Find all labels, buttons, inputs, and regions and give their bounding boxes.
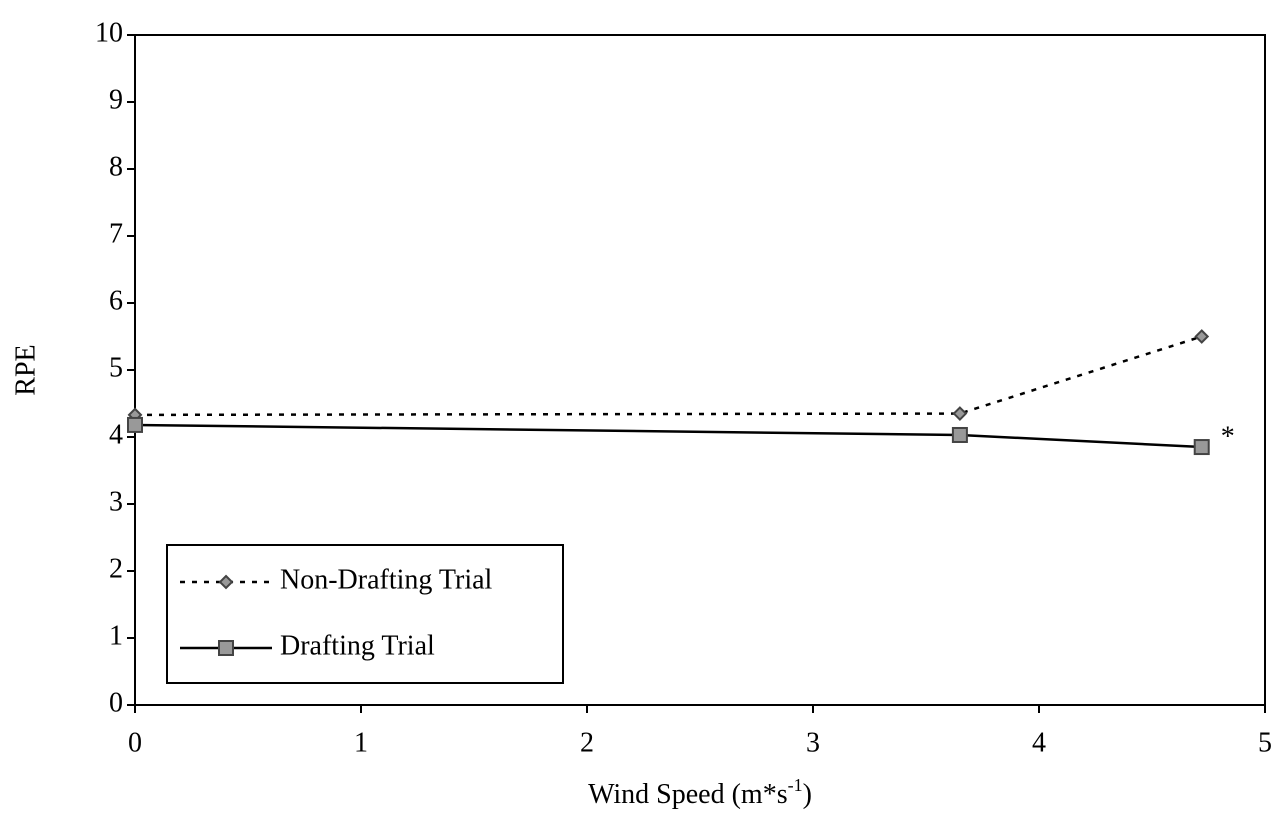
y-tick-label: 2 bbox=[109, 553, 123, 584]
series-line bbox=[134, 423, 1202, 449]
y-tick-label: 0 bbox=[109, 687, 123, 718]
y-tick-label: 6 bbox=[109, 285, 123, 316]
legend-label: Drafting Trial bbox=[280, 630, 435, 661]
marker bbox=[1193, 439, 1210, 456]
y-tick-label: 5 bbox=[109, 352, 123, 383]
x-axis-label-sup: -1 bbox=[788, 775, 803, 795]
legend-box bbox=[166, 544, 564, 684]
marker bbox=[1194, 329, 1210, 344]
y-tick-label: 1 bbox=[109, 620, 123, 651]
legend-marker bbox=[218, 574, 234, 590]
annotation: * bbox=[1221, 421, 1235, 452]
y-tick-label: 9 bbox=[109, 84, 123, 115]
y-tick-label: 7 bbox=[109, 218, 123, 249]
x-tick-label: 3 bbox=[806, 727, 820, 758]
y-tick-label: 3 bbox=[109, 486, 123, 517]
series-line bbox=[134, 335, 1203, 417]
x-tick-label: 2 bbox=[580, 727, 594, 758]
marker bbox=[952, 406, 968, 421]
x-tick-label: 5 bbox=[1258, 727, 1272, 758]
y-tick-label: 4 bbox=[109, 419, 123, 450]
x-tick-label: 0 bbox=[128, 727, 142, 758]
x-axis-label-end: ) bbox=[803, 779, 812, 810]
legend-label: Non-Drafting Trial bbox=[280, 564, 493, 595]
legend: Non-Drafting Trial Drafting Trial bbox=[166, 544, 564, 684]
x-tick-label: 4 bbox=[1032, 727, 1046, 758]
y-tick-label: 8 bbox=[109, 151, 123, 182]
y-tick-label: 10 bbox=[95, 17, 123, 48]
marker bbox=[127, 416, 143, 433]
x-axis-label-text: Wind Speed (m*s bbox=[588, 779, 788, 810]
legend-marker bbox=[218, 640, 234, 656]
y-axis-label: RPE bbox=[10, 344, 41, 395]
x-tick-label: 1 bbox=[354, 727, 368, 758]
marker bbox=[951, 426, 968, 443]
x-axis-label: Wind Speed (m*s-1) bbox=[588, 775, 812, 810]
